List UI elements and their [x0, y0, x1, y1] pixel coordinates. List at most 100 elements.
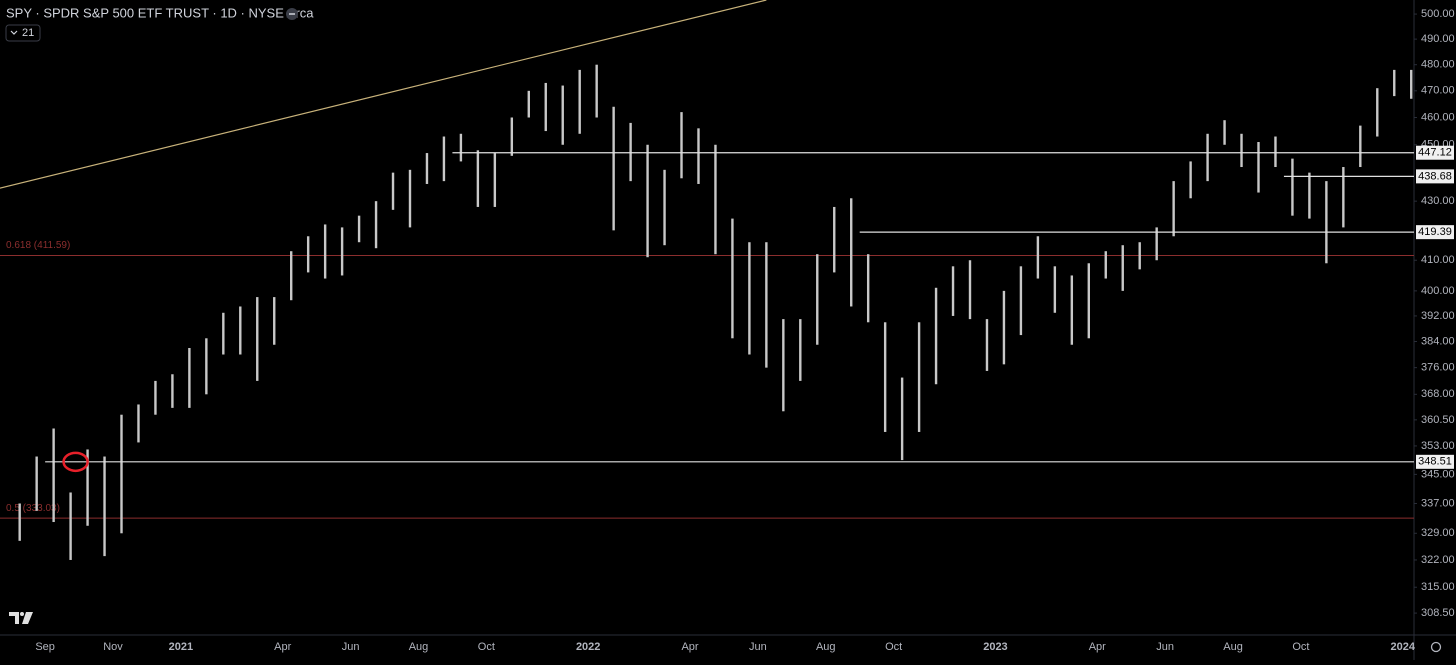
x-tick-label: Jun	[1156, 641, 1174, 653]
settings-icon[interactable]	[1430, 641, 1442, 653]
level-label-box	[1416, 145, 1454, 160]
price-bar	[917, 322, 921, 432]
x-tick-label: Aug	[816, 641, 836, 653]
price-bar	[1138, 242, 1141, 270]
price-bar	[1087, 263, 1090, 339]
x-tick-label: Sep	[35, 641, 55, 653]
price-bar	[357, 215, 361, 243]
price-bar	[883, 322, 887, 432]
y-tick-label: 368.00	[1421, 388, 1455, 400]
level-label-box	[1416, 169, 1454, 184]
price-bar	[323, 224, 327, 279]
level-label-box	[1416, 225, 1454, 240]
price-bar	[985, 319, 989, 371]
chart-title: SPY · SPDR S&P 500 ETF TRUST · 1D · NYSE…	[6, 5, 314, 20]
x-tick-label: Aug	[409, 641, 429, 653]
price-bar	[934, 287, 938, 385]
x-tick-label: Jun	[342, 641, 360, 653]
y-tick-label: 460.00	[1421, 111, 1455, 123]
badge-chevron	[10, 30, 18, 35]
price-bar	[171, 374, 174, 408]
price-bar	[951, 266, 955, 316]
price-bar	[18, 503, 21, 541]
price-bar	[1308, 172, 1311, 219]
y-tick-label: 337.00	[1421, 497, 1455, 509]
price-bar	[35, 456, 38, 511]
price-bar	[731, 218, 734, 339]
x-tick-label: Nov	[103, 641, 123, 653]
y-tick-label: 500.00	[1421, 8, 1455, 20]
y-tick-label: 315.00	[1421, 581, 1455, 593]
price-bar	[239, 306, 242, 355]
price-bar	[425, 153, 429, 184]
price-bar	[1359, 125, 1362, 168]
price-bar	[1223, 120, 1226, 145]
price-bar	[408, 169, 412, 228]
price-bar	[374, 201, 378, 249]
y-tick-label: 480.00	[1421, 59, 1455, 71]
price-bar	[120, 414, 123, 534]
price-bar	[222, 312, 225, 355]
price-bar	[459, 133, 463, 162]
price-bar	[1410, 69, 1413, 99]
x-tick-label: Oct	[1292, 641, 1309, 653]
badge-text: 21	[22, 27, 34, 39]
fib-label: 0.618 (411.59)	[6, 240, 70, 251]
x-tick-label: 2021	[169, 641, 193, 653]
fib-label: 0.5 (333.03)	[6, 503, 60, 514]
price-bar	[290, 251, 293, 301]
price-bar	[154, 380, 157, 415]
y-tick-label: 308.50	[1421, 607, 1455, 619]
y-tick-label: 384.00	[1421, 335, 1455, 347]
logo-part	[22, 612, 33, 624]
price-bar	[1376, 88, 1379, 137]
price-bar	[663, 169, 666, 246]
price-bar	[646, 144, 649, 258]
price-bar	[1189, 161, 1192, 199]
y-tick-label: 353.00	[1421, 440, 1455, 452]
price-bar	[1036, 236, 1040, 279]
plot-area: 0.618 (411.59) 0.5 (333.03)	[0, 0, 1414, 560]
price-bar	[612, 106, 615, 231]
price-bar	[1019, 266, 1023, 336]
price-bar	[1257, 142, 1260, 193]
y-tick-label: 400.00	[1421, 285, 1455, 297]
level-label: 447.12	[1418, 147, 1452, 159]
price-bar	[273, 297, 276, 345]
price-bar	[306, 236, 310, 273]
price-bar	[86, 449, 89, 526]
y-tick-label: 392.00	[1421, 310, 1455, 322]
price-bar	[1155, 227, 1158, 261]
price-bar	[52, 428, 55, 523]
price-bar	[1172, 181, 1175, 237]
price-bar	[1104, 251, 1107, 279]
x-tick-label: Apr	[1089, 641, 1106, 653]
indicator-badge[interactable]	[5, 24, 41, 42]
tv-logo	[9, 612, 33, 624]
price-bar	[1053, 266, 1057, 313]
level-label: 348.51	[1418, 456, 1452, 468]
level-label-box	[1416, 454, 1454, 469]
x-tick-label: 2024	[1390, 641, 1415, 653]
price-bar	[1342, 167, 1345, 228]
price-bar	[1002, 290, 1006, 365]
y-tick-label: 470.00	[1421, 85, 1455, 97]
price-bar	[1325, 181, 1328, 264]
price-bar	[69, 492, 72, 560]
price-bar	[697, 128, 700, 184]
price-bar	[629, 122, 632, 182]
price-bar	[561, 85, 564, 145]
x-tick-label: Oct	[478, 641, 495, 653]
y-tick-label: 360.50	[1421, 414, 1455, 426]
price-bar	[866, 254, 870, 323]
price-bar	[544, 82, 547, 132]
y-tick-label: 410.00	[1421, 254, 1455, 266]
price-bar	[476, 150, 480, 207]
price-bar	[1206, 133, 1209, 182]
price-bar	[816, 254, 819, 345]
price-bar	[205, 338, 208, 395]
price-bar	[900, 377, 904, 461]
